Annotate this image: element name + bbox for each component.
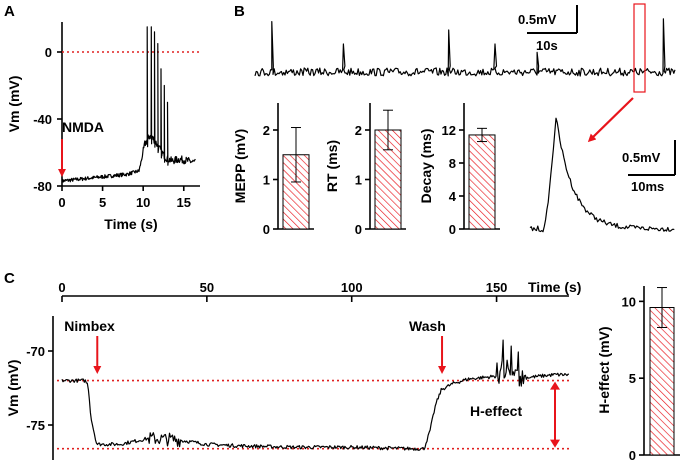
panel-label-a: A <box>4 3 15 20</box>
panel-c-vm-trace <box>61 339 569 451</box>
panel-c-h-effect-arrowhead-down <box>550 439 560 448</box>
panel-a-y-tick-label: -80 <box>33 179 52 194</box>
panel-b-bar-y-tick-label: 2 <box>263 123 270 138</box>
panel-b-bar-y-tick-label: 2 <box>355 123 362 138</box>
panel-b-inset-mepp-trace <box>529 117 675 233</box>
panel-b-zoom-arrow <box>587 97 634 143</box>
panel-c-y-label: Vm (mV) <box>5 360 21 417</box>
panel-c-x-tick-label: 100 <box>341 280 363 295</box>
panel-c-y-tick-label: -75 <box>26 418 45 433</box>
panel-a-vm-trace <box>61 26 196 183</box>
panel-b-scalebar-amplitude: 0.5mV <box>518 12 557 27</box>
panel-b-scalebar <box>527 5 578 34</box>
panel-b-inset-scalebar-time: 10ms <box>631 179 664 194</box>
panel-b-inset-scalebar <box>628 140 676 176</box>
panel-c-bar-chart: 0 5 10 H-effect (mV) <box>596 286 680 463</box>
panel-c-h-effect-arrow <box>550 381 560 448</box>
panel-c-bar-y-tick-label: 10 <box>622 294 636 309</box>
panel-c-x-tick-label: 150 <box>486 280 508 295</box>
panel-b-bar-y-label: RT (ms) <box>324 140 340 192</box>
panel-c-h-effect-arrowhead-up <box>550 381 560 390</box>
panel-c-bar-y-label: H-effect (mV) <box>596 326 612 413</box>
panel-c-chart: 0 50 100 150 -70 -75 Time (s) Vm (mV) Nimbex… <box>5 279 581 460</box>
panel-c-x-label: Time (s) <box>528 279 581 295</box>
panel-b-selection-box <box>633 3 646 93</box>
panel-b-inset-chart: 0.5mV 10ms <box>529 97 676 233</box>
panel-a-x-tick-label: 10 <box>136 195 150 210</box>
panel-a-nmda-label: NMDA <box>62 119 104 135</box>
panel-label-c: C <box>4 270 15 287</box>
panel-a-y-label: Vm (mV) <box>6 76 22 133</box>
panel-c-bar-y-tick-label: 0 <box>629 448 636 463</box>
panel-b-inset-scalebar-amplitude: 0.5mV <box>622 150 661 165</box>
panel-b-bar-y-label: MEPP (mV) <box>232 129 248 203</box>
panel-c-h-effect-label: H-effect <box>470 403 522 419</box>
panel-b-bar <box>468 134 496 230</box>
panel-a-x-tick-label: 0 <box>58 195 65 210</box>
panel-b-bar-y-tick-label: 0 <box>355 222 362 237</box>
panel-b-bar-y-tick-label: 0 <box>449 222 456 237</box>
panel-a-y-tick-label: -40 <box>33 112 52 127</box>
panel-b-bar-y-tick-label: 0 <box>263 222 270 237</box>
panel-a-chart: 0 -40 -80 0 5 10 15 NMDA Time (s) Vm (mV) <box>6 22 200 232</box>
panel-a-x-tick-label: 15 <box>177 195 191 210</box>
panel-b-bar-y-tick-label: 8 <box>449 156 456 171</box>
panel-c-y-tick-label: -70 <box>26 344 45 359</box>
panel-b-bar-y-tick-label: 12 <box>442 123 456 138</box>
panel-c-x-tick-label: 0 <box>58 280 65 295</box>
panel-b-bar <box>282 154 310 230</box>
panel-b-bar-y-label: Decay (ms) <box>418 129 434 204</box>
panel-label-b: B <box>234 3 245 20</box>
panel-c-x-tick-label: 50 <box>200 280 214 295</box>
panel-c-nimbex-label: Nimbex <box>64 318 115 334</box>
panel-c-bar <box>649 307 675 456</box>
panel-a-x-label: Time (s) <box>104 216 157 232</box>
panel-b-bar-y-tick-label: 1 <box>355 173 362 188</box>
panel-a-x-tick-label: 5 <box>99 195 106 210</box>
panel-c-bar-y-tick-label: 5 <box>629 371 636 386</box>
panel-b-bar-y-tick-label: 1 <box>263 173 270 188</box>
panel-a-y-tick-label: 0 <box>45 45 52 60</box>
panel-c-wash-label: Wash <box>409 318 446 334</box>
panel-b-scalebar-time: 10s <box>536 38 558 53</box>
panel-b-mepp-trace <box>254 18 676 77</box>
panel-b-bar-y-tick-label: 4 <box>449 189 457 204</box>
panel-b-trace-chart: 0.5mV 10s <box>254 3 676 93</box>
